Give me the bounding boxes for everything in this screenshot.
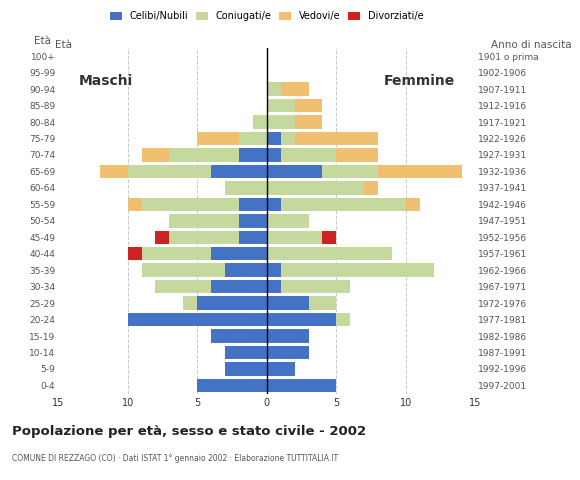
- Bar: [267, 280, 281, 293]
- Bar: [239, 230, 267, 244]
- Legend: Celibi/Nubili, Coniugati/e, Vedovi/e, Divorziati/e: Celibi/Nubili, Coniugati/e, Vedovi/e, Di…: [110, 12, 423, 22]
- Bar: [267, 132, 281, 145]
- Bar: [142, 264, 225, 277]
- Bar: [239, 198, 267, 211]
- Bar: [309, 296, 336, 310]
- Bar: [267, 214, 309, 228]
- Text: Età: Età: [34, 36, 51, 47]
- Bar: [155, 230, 169, 244]
- Bar: [169, 148, 239, 162]
- Bar: [281, 198, 406, 211]
- Bar: [336, 148, 378, 162]
- Bar: [281, 264, 434, 277]
- Bar: [142, 247, 211, 261]
- Bar: [267, 83, 281, 96]
- Bar: [267, 362, 295, 376]
- Bar: [225, 181, 267, 194]
- Bar: [267, 346, 309, 359]
- Bar: [267, 313, 336, 326]
- Bar: [364, 181, 378, 194]
- Bar: [211, 165, 267, 178]
- Bar: [128, 165, 211, 178]
- Bar: [267, 329, 309, 343]
- Bar: [142, 148, 169, 162]
- Bar: [197, 379, 267, 392]
- Bar: [281, 83, 309, 96]
- Bar: [128, 198, 142, 211]
- Bar: [155, 280, 211, 293]
- Bar: [267, 264, 281, 277]
- Text: Età: Età: [55, 40, 72, 50]
- Bar: [322, 230, 336, 244]
- Bar: [183, 296, 197, 310]
- Bar: [295, 99, 322, 112]
- Bar: [281, 132, 295, 145]
- Bar: [128, 313, 267, 326]
- Bar: [128, 247, 142, 261]
- Bar: [322, 165, 378, 178]
- Bar: [267, 247, 392, 261]
- Bar: [267, 379, 336, 392]
- Bar: [406, 198, 420, 211]
- Bar: [225, 346, 267, 359]
- Bar: [281, 280, 350, 293]
- Bar: [267, 230, 322, 244]
- Bar: [295, 132, 378, 145]
- Bar: [225, 264, 267, 277]
- Text: Anno di nascita: Anno di nascita: [491, 40, 571, 50]
- Bar: [295, 115, 322, 129]
- Bar: [267, 296, 309, 310]
- Bar: [239, 148, 267, 162]
- Text: Popolazione per età, sesso e stato civile - 2002: Popolazione per età, sesso e stato civil…: [12, 425, 366, 438]
- Bar: [169, 230, 239, 244]
- Bar: [267, 115, 295, 129]
- Text: Maschi: Maschi: [79, 74, 133, 88]
- Bar: [267, 181, 364, 194]
- Bar: [267, 165, 322, 178]
- Bar: [267, 148, 281, 162]
- Bar: [253, 115, 267, 129]
- Bar: [239, 132, 267, 145]
- Bar: [378, 165, 462, 178]
- Bar: [336, 313, 350, 326]
- Bar: [211, 247, 267, 261]
- Bar: [267, 99, 295, 112]
- Bar: [100, 165, 128, 178]
- Bar: [281, 148, 336, 162]
- Bar: [169, 214, 239, 228]
- Bar: [142, 198, 239, 211]
- Text: COMUNE DI REZZAGO (CO) · Dati ISTAT 1° gennaio 2002 · Elaborazione TUTTITALIA.IT: COMUNE DI REZZAGO (CO) · Dati ISTAT 1° g…: [12, 454, 338, 463]
- Bar: [197, 296, 267, 310]
- Bar: [211, 329, 267, 343]
- Bar: [239, 214, 267, 228]
- Bar: [267, 198, 281, 211]
- Bar: [211, 280, 267, 293]
- Bar: [197, 132, 239, 145]
- Text: Femmine: Femmine: [383, 74, 455, 88]
- Bar: [225, 362, 267, 376]
